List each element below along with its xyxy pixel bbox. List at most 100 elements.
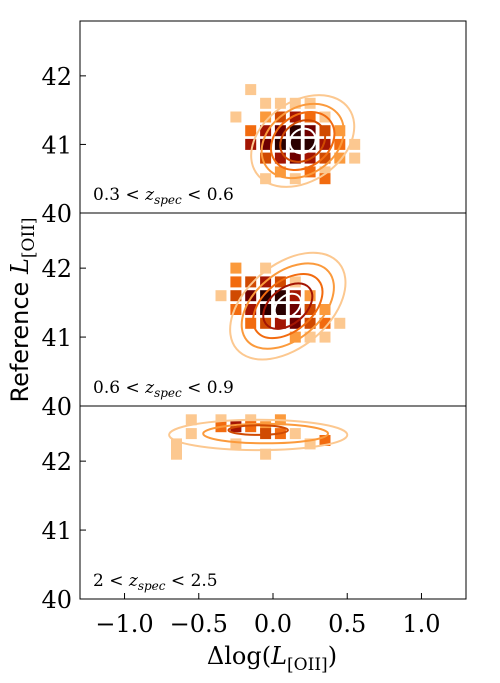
density-contour (252, 273, 324, 340)
histogram-bin (215, 414, 227, 426)
panel-annotation: 0.3 < zspec < 0.6 (93, 185, 234, 207)
histogram-bin (304, 166, 316, 178)
histogram-bin (319, 166, 331, 178)
panel-1 (230, 84, 361, 188)
panel-annotation: 0.6 < zspec < 0.9 (93, 378, 234, 400)
histogram-bin (245, 138, 257, 150)
histogram-bin (230, 438, 242, 450)
y-tick-label: 40 (41, 200, 72, 228)
histogram-bin (230, 262, 242, 274)
histogram-bin (230, 276, 242, 288)
histogram-bin (289, 331, 301, 343)
x-axis: −1.0 −0.5 0.0 0.5 1.0 (95, 593, 441, 638)
x-tick-label: 0.0 (254, 610, 292, 638)
histogram-bin (349, 138, 361, 150)
histogram-bin (260, 421, 272, 433)
histogram-bin (304, 304, 316, 315)
histogram-bin (334, 125, 346, 137)
histogram-bin (289, 97, 301, 109)
y-tick-label: 40 (41, 586, 72, 614)
histogram-bin (274, 97, 286, 109)
x-tick-label: −1.0 (95, 610, 153, 638)
histogram-bin (319, 317, 331, 329)
histogram-bin (245, 125, 257, 137)
y-tick-label: 41 (41, 131, 72, 159)
y-axis-label: Reference L[OII] (6, 217, 39, 402)
histogram-bin (215, 290, 227, 302)
histogram-bin (274, 304, 286, 315)
histogram-bin (304, 317, 316, 329)
histogram-bin (274, 152, 286, 164)
histogram-bin (260, 262, 272, 274)
histogram-bin (260, 138, 272, 150)
histogram-bin (334, 152, 346, 164)
y-tick-label: 41 (41, 517, 72, 545)
histogram-bin (289, 152, 301, 164)
x-tick-label: −0.5 (170, 610, 228, 638)
histogram-bin (289, 138, 301, 150)
histogram-bin (289, 428, 301, 440)
density-contour (202, 422, 330, 445)
histogram-bin (319, 304, 331, 315)
histogram-bin (245, 304, 257, 315)
density-contour (250, 94, 356, 188)
histogram-bin (260, 428, 272, 440)
density-contour (240, 262, 335, 350)
histogram-bin (245, 276, 257, 288)
histogram-bin (274, 290, 286, 302)
panel-3 (168, 414, 349, 460)
x-tick-label: 1.0 (402, 610, 440, 638)
histogram-bin (245, 290, 257, 302)
histogram-bin (319, 152, 331, 164)
histogram-bin (245, 84, 257, 96)
histogram-bin (230, 304, 242, 315)
panels: 40 41 42 0.3 < zspec < 0.6 40 41 42 0.6 < zspec… (41, 63, 361, 614)
histogram-bin (245, 421, 257, 433)
histogram-bin (260, 97, 272, 109)
histogram-bin (304, 138, 316, 150)
histogram-bin (185, 428, 197, 440)
histogram-bin (334, 317, 346, 329)
histogram-bin (185, 414, 197, 426)
histogram-bin (319, 435, 331, 446)
histogram-bin (289, 111, 301, 123)
histogram-bin (171, 448, 182, 460)
density-contour (262, 282, 314, 330)
histogram-bin (289, 276, 301, 288)
histogram-bin (260, 152, 272, 164)
y-tick-label: 42 (41, 63, 72, 91)
histogram-bin (319, 331, 331, 343)
histogram-bin (230, 290, 242, 302)
histogram-bin (260, 173, 272, 185)
panel-annotation: 2 < zspec < 2.5 (93, 571, 218, 593)
y-tick-label: 42 (41, 255, 72, 283)
histogram-bin (289, 304, 301, 315)
histogram-bin (319, 138, 331, 150)
histogram-bin (260, 290, 272, 302)
density-contour (279, 119, 327, 163)
x-axis-label: Δlog(L[OII]) (207, 642, 337, 675)
histogram-bin (260, 304, 272, 315)
histogram-bin (349, 152, 361, 164)
histogram-bin (274, 125, 286, 137)
histogram-bin (304, 111, 316, 123)
density-contour (270, 111, 336, 171)
density-contour (288, 127, 317, 155)
histogram-bin (274, 166, 286, 178)
histogram-bin (334, 138, 346, 150)
density-contour (229, 251, 347, 361)
histogram-bin (260, 448, 272, 460)
histogram-bin (274, 317, 286, 329)
histogram-bin (304, 331, 316, 343)
y-tick-label: 42 (41, 448, 72, 476)
y-tick-label: 40 (41, 393, 72, 421)
y-tick-label: 41 (41, 324, 72, 352)
histogram-bin (171, 438, 182, 450)
histogram-bin (289, 290, 301, 302)
histogram-bin (260, 125, 272, 137)
density-contour (273, 292, 302, 320)
axes-frame (79, 20, 467, 600)
histogram-bin (304, 438, 316, 450)
density-contour (260, 102, 345, 180)
